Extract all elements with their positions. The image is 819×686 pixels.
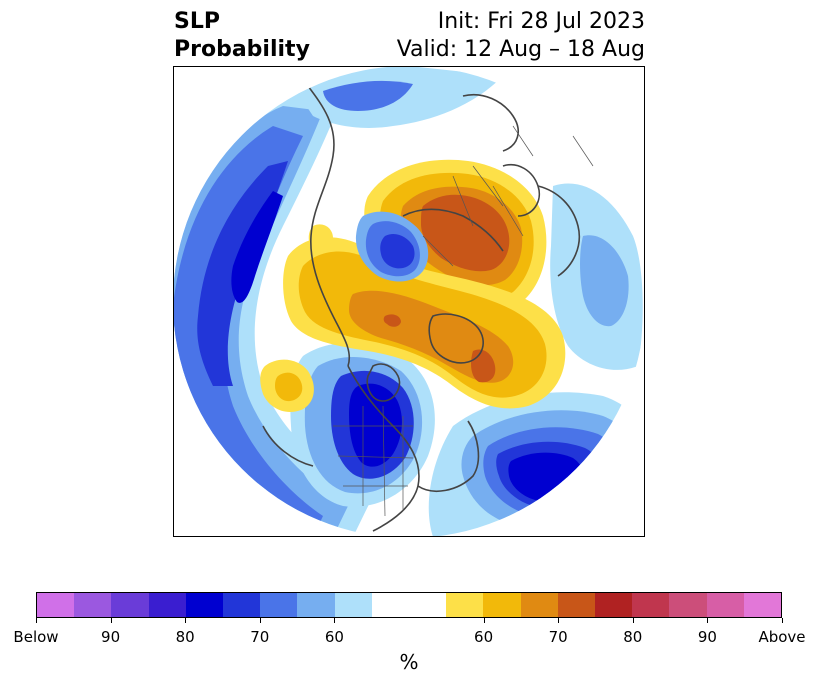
colorbar-segment bbox=[260, 593, 298, 617]
init-date: Init: Fri 28 Jul 2023 bbox=[437, 9, 645, 34]
blue-region-west-deep bbox=[231, 191, 283, 303]
colorbar-tick bbox=[185, 618, 187, 623]
colorbar bbox=[36, 592, 782, 618]
colorbar-segment bbox=[371, 593, 410, 617]
colorbar-tick-label: 80 bbox=[623, 628, 643, 646]
colorbar-tick bbox=[707, 618, 709, 623]
colorbar-tick bbox=[782, 618, 783, 623]
colorbar-segment bbox=[595, 593, 633, 617]
colorbar-segment bbox=[223, 593, 261, 617]
colorbar-tick bbox=[36, 618, 37, 623]
colorbar-tick-label: 70 bbox=[548, 628, 568, 646]
colorbar-unit: % bbox=[399, 650, 419, 674]
title-right: Init: Fri 28 Jul 2023 Valid: 12 Aug – 18… bbox=[397, 8, 645, 64]
title-slp: SLP bbox=[174, 9, 220, 34]
valid-range: Valid: 12 Aug – 18 Aug bbox=[396, 37, 645, 62]
title-left: SLP Probability bbox=[174, 8, 310, 64]
warm-region-arctic-small bbox=[383, 314, 401, 327]
colorbar-segment bbox=[297, 593, 335, 617]
colorbar-segment bbox=[669, 593, 707, 617]
colorbar-tick-label: 90 bbox=[101, 628, 121, 646]
colorbar-segment bbox=[520, 593, 558, 617]
warm-region-siberia-dark bbox=[421, 194, 510, 272]
warm-region-pacific-core bbox=[275, 372, 303, 402]
blue-region-arctic-deep bbox=[380, 234, 415, 269]
colorbar-segment bbox=[483, 593, 521, 617]
colorbar-segment bbox=[334, 593, 372, 617]
colorbar-tick bbox=[110, 618, 112, 623]
probability-field bbox=[173, 66, 645, 537]
colorbar-tick-label: Below bbox=[13, 628, 59, 646]
colorbar-segment bbox=[185, 593, 224, 617]
colorbar-segment bbox=[743, 593, 782, 617]
colorbar-tick bbox=[483, 618, 485, 623]
colorbar-tick-label: 90 bbox=[697, 628, 717, 646]
colorbar-tick-label: Above bbox=[758, 628, 806, 646]
blue-region-north-core bbox=[323, 80, 413, 111]
warm-region-alaska bbox=[308, 224, 333, 252]
colorbar-tick-label: 60 bbox=[324, 628, 344, 646]
colorbar-tick bbox=[558, 618, 560, 623]
borders bbox=[333, 125, 594, 517]
colorbar-segment bbox=[148, 593, 186, 617]
map-panel bbox=[173, 66, 645, 537]
colorbar-tick bbox=[334, 618, 336, 623]
colorbar-tick bbox=[632, 618, 634, 623]
colorbar-tick-label: 70 bbox=[250, 628, 270, 646]
colorbar-tick-label: 80 bbox=[175, 628, 195, 646]
blue-region-east-mid bbox=[580, 235, 629, 327]
title-probability: Probability bbox=[174, 37, 310, 62]
colorbar-segment bbox=[706, 593, 744, 617]
colorbar-segment bbox=[557, 593, 596, 617]
blue-region-hudson-deep bbox=[349, 383, 402, 467]
colorbar-tick bbox=[259, 618, 261, 623]
colorbar-segment bbox=[111, 593, 149, 617]
colorbar-segment bbox=[74, 593, 112, 617]
colorbar-tick-label: 60 bbox=[474, 628, 494, 646]
colorbar-segment bbox=[409, 593, 447, 617]
colorbar-segment bbox=[632, 593, 670, 617]
colorbar-segment bbox=[37, 593, 75, 617]
colorbar-segment bbox=[446, 593, 484, 617]
